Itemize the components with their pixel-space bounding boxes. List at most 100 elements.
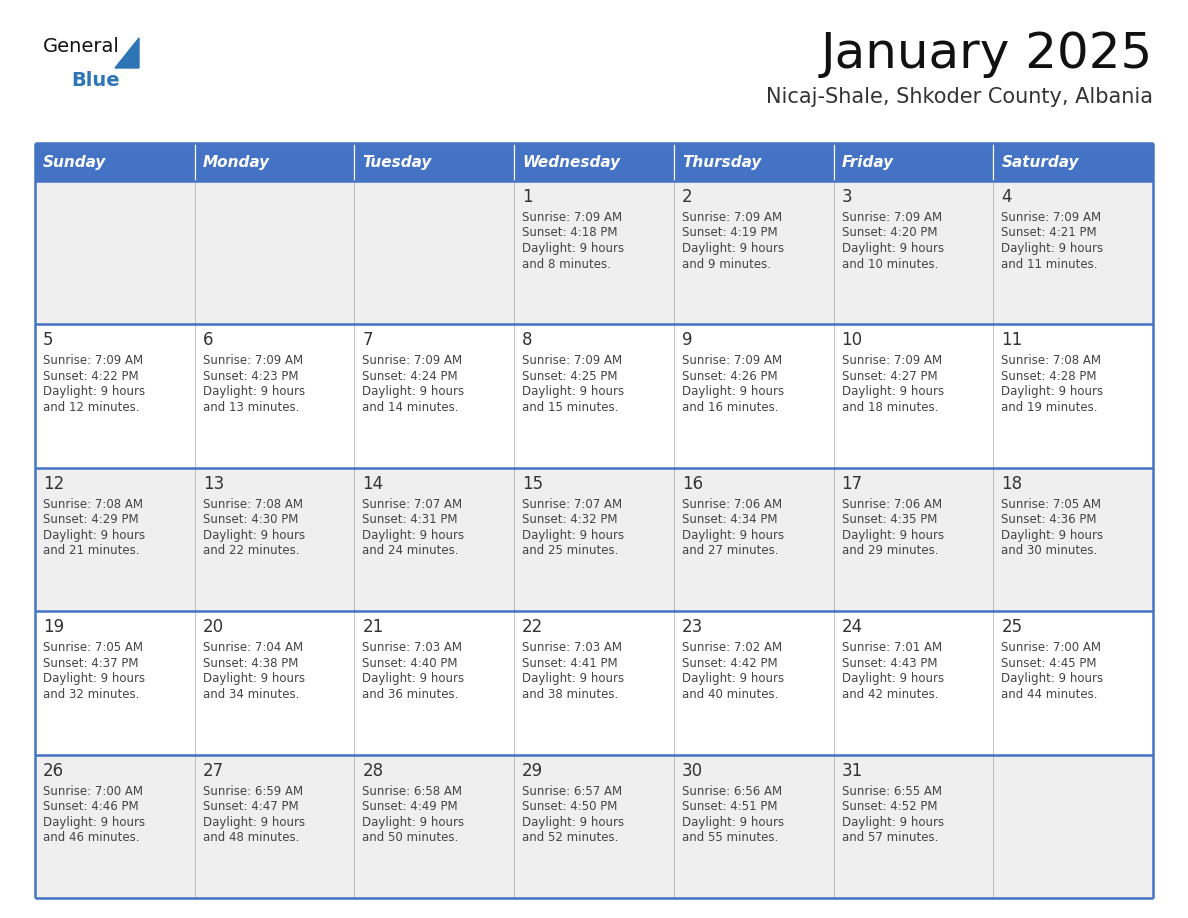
Text: Sunrise: 7:07 AM: Sunrise: 7:07 AM (362, 498, 462, 510)
Text: and 29 minutes.: and 29 minutes. (841, 544, 939, 557)
Text: Sunset: 4:37 PM: Sunset: 4:37 PM (43, 656, 139, 670)
Text: and 8 minutes.: and 8 minutes. (523, 258, 611, 271)
Text: and 40 minutes.: and 40 minutes. (682, 688, 778, 700)
Text: Sunset: 4:22 PM: Sunset: 4:22 PM (43, 370, 139, 383)
Text: Sunrise: 6:59 AM: Sunrise: 6:59 AM (203, 785, 303, 798)
Text: and 15 minutes.: and 15 minutes. (523, 401, 619, 414)
Text: Nicaj-Shale, Shkoder County, Albania: Nicaj-Shale, Shkoder County, Albania (766, 87, 1154, 107)
Text: 9: 9 (682, 331, 693, 350)
Text: Sunrise: 7:02 AM: Sunrise: 7:02 AM (682, 641, 782, 655)
Bar (834, 143, 993, 181)
Text: 27: 27 (203, 762, 223, 779)
Text: and 22 minutes.: and 22 minutes. (203, 544, 299, 557)
Text: Sunrise: 7:09 AM: Sunrise: 7:09 AM (682, 211, 782, 224)
Text: Friday: Friday (841, 154, 893, 170)
Bar (34, 324, 1154, 468)
Text: Sunrise: 7:04 AM: Sunrise: 7:04 AM (203, 641, 303, 655)
Text: Sunrise: 6:56 AM: Sunrise: 6:56 AM (682, 785, 782, 798)
Text: Sunrise: 7:09 AM: Sunrise: 7:09 AM (43, 354, 143, 367)
Text: and 36 minutes.: and 36 minutes. (362, 688, 459, 700)
Text: Sunrise: 6:55 AM: Sunrise: 6:55 AM (841, 785, 942, 798)
Text: Sunset: 4:34 PM: Sunset: 4:34 PM (682, 513, 777, 526)
Text: and 12 minutes.: and 12 minutes. (43, 401, 139, 414)
Text: Daylight: 9 hours: Daylight: 9 hours (682, 529, 784, 542)
Text: Sunset: 4:31 PM: Sunset: 4:31 PM (362, 513, 457, 526)
Bar (34, 468, 1154, 611)
Text: and 13 minutes.: and 13 minutes. (203, 401, 299, 414)
Text: 11: 11 (1001, 331, 1023, 350)
Text: Daylight: 9 hours: Daylight: 9 hours (43, 386, 145, 398)
Text: Sunset: 4:40 PM: Sunset: 4:40 PM (362, 656, 457, 670)
Text: 7: 7 (362, 331, 373, 350)
Text: Daylight: 9 hours: Daylight: 9 hours (841, 672, 943, 685)
Text: Monday: Monday (203, 154, 270, 170)
Text: Sunset: 4:26 PM: Sunset: 4:26 PM (682, 370, 777, 383)
Text: Sunset: 4:29 PM: Sunset: 4:29 PM (43, 513, 139, 526)
Text: Sunset: 4:28 PM: Sunset: 4:28 PM (1001, 370, 1097, 383)
Text: 22: 22 (523, 618, 543, 636)
Text: and 44 minutes.: and 44 minutes. (1001, 688, 1098, 700)
Text: Daylight: 9 hours: Daylight: 9 hours (523, 672, 624, 685)
Text: Sunrise: 7:08 AM: Sunrise: 7:08 AM (203, 498, 303, 510)
Text: Sunrise: 7:09 AM: Sunrise: 7:09 AM (1001, 211, 1101, 224)
Text: Sunrise: 6:58 AM: Sunrise: 6:58 AM (362, 785, 462, 798)
Text: Sunset: 4:47 PM: Sunset: 4:47 PM (203, 800, 298, 813)
Text: and 46 minutes.: and 46 minutes. (43, 831, 139, 844)
Text: and 50 minutes.: and 50 minutes. (362, 831, 459, 844)
Text: Sunrise: 7:07 AM: Sunrise: 7:07 AM (523, 498, 623, 510)
Text: Daylight: 9 hours: Daylight: 9 hours (523, 242, 624, 255)
Text: Tuesday: Tuesday (362, 154, 431, 170)
Text: Sunrise: 7:09 AM: Sunrise: 7:09 AM (841, 354, 942, 367)
Text: 10: 10 (841, 331, 862, 350)
Text: Daylight: 9 hours: Daylight: 9 hours (841, 242, 943, 255)
Text: Sunset: 4:32 PM: Sunset: 4:32 PM (523, 513, 618, 526)
Text: Sunset: 4:50 PM: Sunset: 4:50 PM (523, 800, 618, 813)
Text: 24: 24 (841, 618, 862, 636)
Text: Thursday: Thursday (682, 154, 762, 170)
Text: 29: 29 (523, 762, 543, 779)
Text: and 10 minutes.: and 10 minutes. (841, 258, 939, 271)
Text: 5: 5 (43, 331, 53, 350)
Text: Daylight: 9 hours: Daylight: 9 hours (682, 386, 784, 398)
Text: Sunrise: 7:00 AM: Sunrise: 7:00 AM (1001, 641, 1101, 655)
Text: Sunset: 4:30 PM: Sunset: 4:30 PM (203, 513, 298, 526)
Text: Sunday: Sunday (43, 154, 107, 170)
Text: and 34 minutes.: and 34 minutes. (203, 688, 299, 700)
Text: and 11 minutes.: and 11 minutes. (1001, 258, 1098, 271)
Text: Daylight: 9 hours: Daylight: 9 hours (1001, 242, 1104, 255)
Text: and 38 minutes.: and 38 minutes. (523, 688, 619, 700)
Text: Daylight: 9 hours: Daylight: 9 hours (203, 386, 305, 398)
Text: Daylight: 9 hours: Daylight: 9 hours (841, 386, 943, 398)
Text: Daylight: 9 hours: Daylight: 9 hours (1001, 672, 1104, 685)
Text: Daylight: 9 hours: Daylight: 9 hours (203, 672, 305, 685)
Text: 16: 16 (682, 475, 703, 493)
Text: Sunrise: 7:09 AM: Sunrise: 7:09 AM (203, 354, 303, 367)
Text: Sunrise: 7:08 AM: Sunrise: 7:08 AM (1001, 354, 1101, 367)
Text: Sunset: 4:27 PM: Sunset: 4:27 PM (841, 370, 937, 383)
Text: and 19 minutes.: and 19 minutes. (1001, 401, 1098, 414)
Bar (34, 143, 195, 181)
Text: 12: 12 (43, 475, 64, 493)
Text: Wednesday: Wednesday (523, 154, 620, 170)
Text: Daylight: 9 hours: Daylight: 9 hours (203, 529, 305, 542)
Text: 30: 30 (682, 762, 703, 779)
Text: and 25 minutes.: and 25 minutes. (523, 544, 619, 557)
Bar (993, 143, 1154, 181)
Text: Saturday: Saturday (1001, 154, 1079, 170)
Text: Sunset: 4:41 PM: Sunset: 4:41 PM (523, 656, 618, 670)
Bar (34, 181, 1154, 324)
Text: Sunset: 4:18 PM: Sunset: 4:18 PM (523, 227, 618, 240)
Text: Sunrise: 7:01 AM: Sunrise: 7:01 AM (841, 641, 942, 655)
Text: Daylight: 9 hours: Daylight: 9 hours (362, 529, 465, 542)
Text: and 27 minutes.: and 27 minutes. (682, 544, 778, 557)
Text: and 16 minutes.: and 16 minutes. (682, 401, 778, 414)
Text: 26: 26 (43, 762, 64, 779)
Text: 14: 14 (362, 475, 384, 493)
Text: Sunrise: 6:57 AM: Sunrise: 6:57 AM (523, 785, 623, 798)
Text: Sunrise: 7:09 AM: Sunrise: 7:09 AM (523, 354, 623, 367)
Polygon shape (115, 38, 139, 68)
Text: Daylight: 9 hours: Daylight: 9 hours (682, 242, 784, 255)
Text: Sunset: 4:43 PM: Sunset: 4:43 PM (841, 656, 937, 670)
Text: Sunset: 4:25 PM: Sunset: 4:25 PM (523, 370, 618, 383)
Text: 19: 19 (43, 618, 64, 636)
